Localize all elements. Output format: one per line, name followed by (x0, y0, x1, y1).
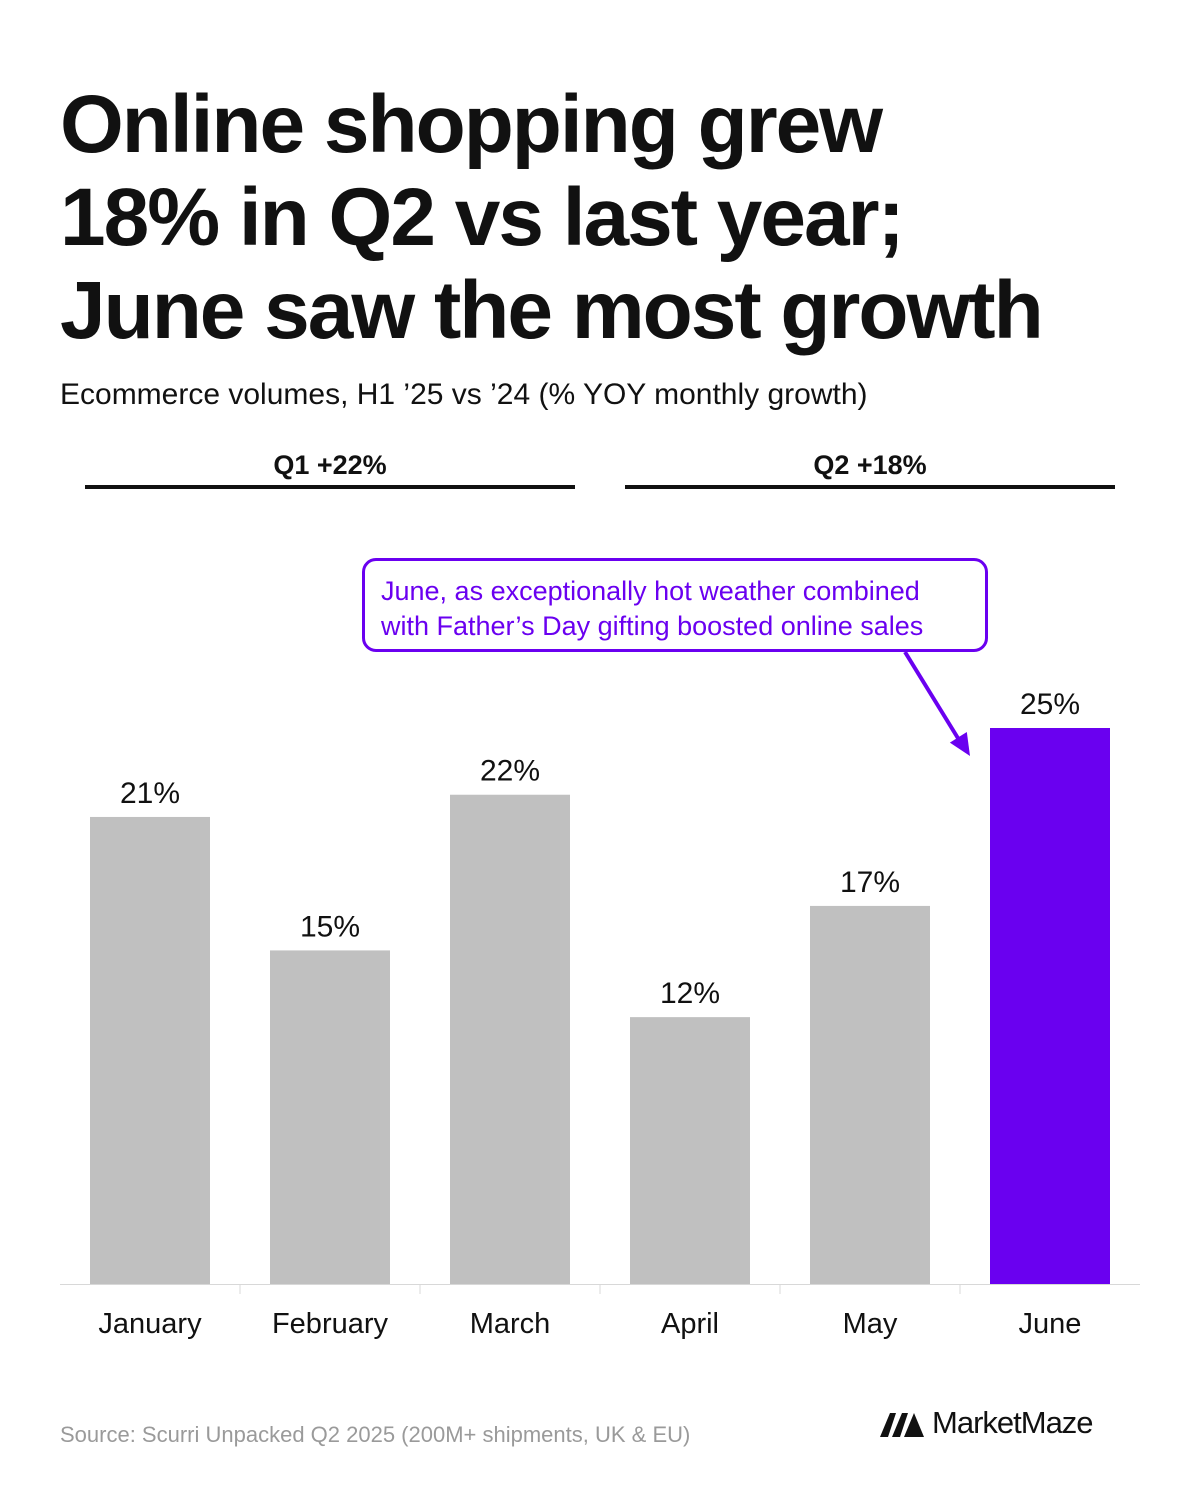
chart-subtitle: Ecommerce volumes, H1 ’25 vs ’24 (% YOY … (60, 378, 868, 411)
brand-logo: MarketMaze (880, 1403, 1094, 1443)
q1-label: Q1 +22% (273, 450, 387, 480)
bar-chart: 21% January 15% February 22% March 12% April 17%… (60, 650, 1140, 1340)
callout-arrow-line (903, 650, 966, 750)
data-label-june: 25% (1020, 688, 1080, 721)
q2-bracket-line (625, 485, 1115, 489)
brand-name: MarketMaze (932, 1405, 1094, 1440)
data-label-january: 21% (120, 777, 180, 810)
q2-label: Q2 +18% (813, 450, 927, 480)
bar-february (270, 950, 390, 1284)
bar-january (90, 816, 210, 1284)
title-line-1: Online shopping grew (60, 79, 883, 170)
data-label-april: 12% (660, 977, 720, 1010)
q1-bracket-line (85, 485, 575, 489)
callout-line-2: with Father’s Day gifting boosted online… (381, 611, 924, 641)
data-label-february: 15% (300, 910, 360, 943)
title-line-3: June saw the most growth (60, 265, 1044, 356)
bar-june (990, 728, 1110, 1284)
callout-line-1: June, as exceptionally hot weather combi… (381, 576, 920, 606)
bar-may (810, 905, 930, 1284)
data-label-may: 17% (840, 866, 900, 899)
tick-label-february: February (272, 1308, 389, 1340)
tick-label-april: April (661, 1308, 719, 1340)
tick-label-march: March (470, 1308, 551, 1340)
callout-arrow-head (949, 732, 970, 756)
bar-march (450, 794, 570, 1284)
tick-label-january: January (98, 1308, 202, 1340)
tick-label-may: May (843, 1308, 898, 1340)
data-label-march: 22% (480, 755, 540, 788)
june-callout: June, as exceptionally hot weather combi… (362, 558, 988, 652)
bar-april (630, 1017, 750, 1284)
brand-mark-icon (880, 1413, 924, 1437)
tick-label-june: June (1019, 1308, 1082, 1340)
title-line-2: 18% in Q2 vs last year; (60, 172, 905, 263)
page-title: Online shopping grew 18% in Q2 vs last y… (60, 78, 1160, 357)
source-note: Source: Scurri Unpacked Q2 2025 (200M+ s… (60, 1422, 691, 1447)
